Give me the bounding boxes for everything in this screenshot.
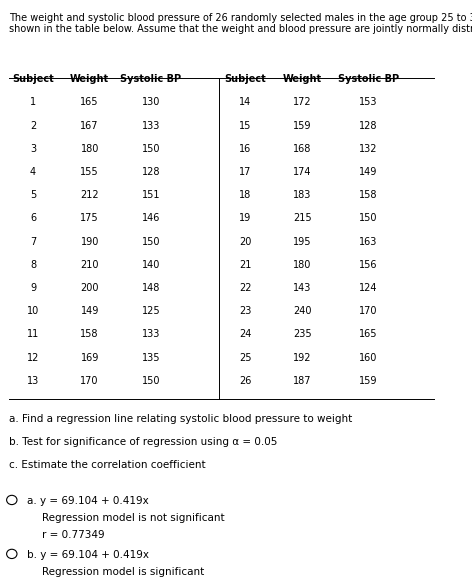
Text: a. y = 69.104 + 0.419x: a. y = 69.104 + 0.419x [27,496,149,506]
Text: 149: 149 [81,306,99,316]
Text: 133: 133 [142,329,160,339]
Text: 180: 180 [293,260,311,270]
Text: 160: 160 [359,353,377,362]
Text: a. Find a regression line relating systolic blood pressure to weight: a. Find a regression line relating systo… [9,414,353,423]
Text: 26: 26 [239,376,252,386]
Text: The weight and systolic blood pressure of 26 randomly selected males in the age : The weight and systolic blood pressure o… [9,13,472,23]
Text: 8: 8 [30,260,36,270]
Text: 170: 170 [359,306,378,316]
Text: 212: 212 [80,190,99,200]
Text: 146: 146 [142,213,160,223]
Text: 150: 150 [142,237,160,246]
Text: b. y = 69.104 + 0.419x: b. y = 69.104 + 0.419x [27,550,149,560]
Text: 21: 21 [239,260,252,270]
Text: 18: 18 [239,190,252,200]
Text: b. Test for significance of regression using α = 0.05: b. Test for significance of regression u… [9,437,278,447]
Text: 140: 140 [142,260,160,270]
Text: 175: 175 [80,213,99,223]
Text: 148: 148 [142,283,160,293]
Text: 180: 180 [81,144,99,154]
Text: 23: 23 [239,306,252,316]
Text: 14: 14 [239,97,252,107]
Text: 22: 22 [239,283,252,293]
Text: 174: 174 [293,167,312,177]
Text: 192: 192 [293,353,312,362]
Text: 167: 167 [80,121,99,130]
Text: 150: 150 [142,376,160,386]
Text: 153: 153 [359,97,378,107]
Text: 165: 165 [80,97,99,107]
Text: Regression model is not significant: Regression model is not significant [42,513,225,523]
Text: 169: 169 [81,353,99,362]
Text: 1: 1 [30,97,36,107]
Text: 24: 24 [239,329,252,339]
Text: 155: 155 [80,167,99,177]
Text: Systolic BP: Systolic BP [337,74,399,84]
Text: 17: 17 [239,167,252,177]
Text: 128: 128 [142,167,160,177]
Text: 132: 132 [359,144,378,154]
Text: shown in the table below. Assume that the weight and blood pressure are jointly : shown in the table below. Assume that th… [9,24,472,34]
Text: Weight: Weight [70,74,109,84]
Text: Regression model is significant: Regression model is significant [42,567,205,577]
Text: 4: 4 [30,167,36,177]
Text: c. Estimate the correlation coefficient: c. Estimate the correlation coefficient [9,460,206,470]
Text: 19: 19 [239,213,252,223]
Text: 133: 133 [142,121,160,130]
Text: 172: 172 [293,97,312,107]
Text: 158: 158 [80,329,99,339]
Text: 7: 7 [30,237,36,246]
Text: Systolic BP: Systolic BP [120,74,182,84]
Text: 15: 15 [239,121,252,130]
Text: 158: 158 [359,190,378,200]
Text: 130: 130 [142,97,160,107]
Text: 125: 125 [142,306,160,316]
Text: 151: 151 [142,190,160,200]
Text: 135: 135 [142,353,160,362]
Text: 159: 159 [359,376,378,386]
Text: 16: 16 [239,144,252,154]
Text: 165: 165 [359,329,378,339]
Text: 20: 20 [239,237,252,246]
Text: 2: 2 [30,121,36,130]
Text: 12: 12 [27,353,39,362]
Text: 9: 9 [30,283,36,293]
Text: 5: 5 [30,190,36,200]
Text: 240: 240 [293,306,312,316]
Text: 13: 13 [27,376,39,386]
Text: 3: 3 [30,144,36,154]
Text: 25: 25 [239,353,252,362]
Text: 124: 124 [359,283,378,293]
Text: 195: 195 [293,237,312,246]
Text: 150: 150 [359,213,378,223]
Text: 159: 159 [293,121,312,130]
Text: Subject: Subject [225,74,266,84]
Text: 149: 149 [359,167,377,177]
Text: r = 0.77349: r = 0.77349 [42,530,105,539]
Text: 150: 150 [142,144,160,154]
Text: 210: 210 [80,260,99,270]
Text: 235: 235 [293,329,312,339]
Text: 168: 168 [293,144,311,154]
Text: 11: 11 [27,329,39,339]
Text: 156: 156 [359,260,378,270]
Text: 143: 143 [293,283,311,293]
Text: 187: 187 [293,376,312,386]
Text: 183: 183 [293,190,311,200]
Text: 10: 10 [27,306,39,316]
Text: Subject: Subject [12,74,54,84]
Text: 6: 6 [30,213,36,223]
Text: 170: 170 [80,376,99,386]
Text: 128: 128 [359,121,378,130]
Text: 163: 163 [359,237,377,246]
Text: Weight: Weight [283,74,321,84]
Text: 190: 190 [81,237,99,246]
Text: 215: 215 [293,213,312,223]
Text: 200: 200 [80,283,99,293]
